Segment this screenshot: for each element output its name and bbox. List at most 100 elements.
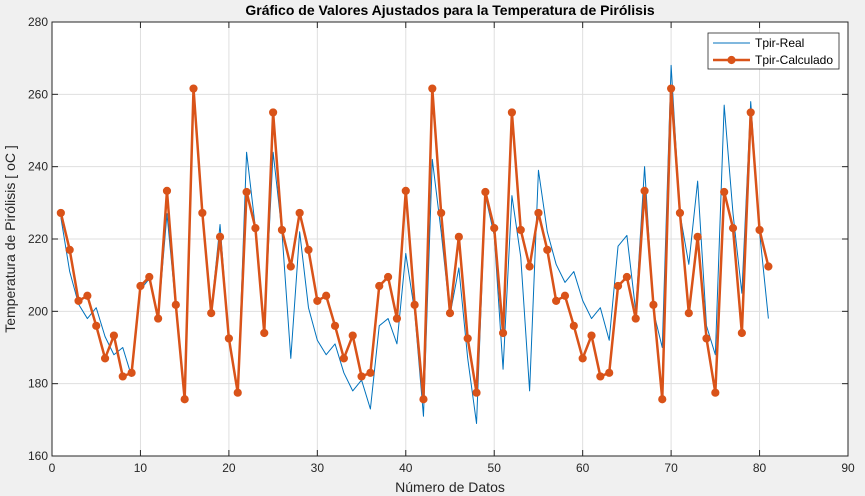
data-point-tpir-calculado [171, 300, 180, 309]
data-point-tpir-calculado [755, 225, 764, 235]
data-point-tpir-calculado [737, 328, 746, 338]
data-point-tpir-calculado [401, 186, 410, 195]
data-point-tpir-calculado [720, 187, 729, 197]
x-tick-label: 60 [576, 461, 590, 475]
data-point-tpir-calculado [100, 354, 110, 363]
data-point-tpir-calculado [109, 331, 119, 340]
data-point-tpir-calculado [295, 208, 304, 218]
data-point-tpir-calculado [357, 372, 366, 381]
series-layer [56, 64, 773, 424]
data-point-tpir-calculado [702, 334, 711, 343]
data-point-tpir-calculado [162, 186, 172, 195]
data-point-tpir-calculado [490, 224, 499, 233]
y-axis-label: Temperatura de Pirólisis [ oC ] [2, 145, 18, 333]
data-point-tpir-calculado [605, 368, 614, 377]
data-point-tpir-calculado [56, 208, 65, 218]
data-point-tpir-calculado [498, 328, 508, 338]
data-point-tpir-calculado [728, 224, 738, 233]
data-point-tpir-calculado [454, 232, 463, 241]
data-point-tpir-calculado [83, 291, 92, 300]
data-point-tpir-calculado [428, 84, 437, 93]
x-tick-label: 40 [399, 461, 413, 475]
data-point-tpir-calculado [569, 321, 578, 330]
chart-title: Gráfico de Valores Ajustados para la Tem… [245, 2, 654, 18]
x-tick-label: 10 [134, 461, 148, 475]
data-point-tpir-calculado [136, 281, 145, 291]
x-tick-label: 80 [753, 461, 767, 475]
data-point-tpir-calculado [339, 354, 348, 363]
x-tick-label: 90 [841, 461, 855, 475]
data-point-tpir-calculado [419, 395, 428, 404]
data-point-tpir-calculado [145, 272, 154, 282]
x-tick-label: 0 [49, 461, 56, 475]
data-point-tpir-calculado [481, 187, 490, 197]
data-point-tpir-calculado [463, 334, 472, 343]
data-point-tpir-calculado [74, 296, 83, 305]
data-point-tpir-calculado [198, 208, 207, 218]
data-point-tpir-calculado [189, 84, 198, 93]
data-point-tpir-calculado [693, 232, 702, 241]
data-point-tpir-calculado [578, 354, 587, 363]
data-point-tpir-calculado [560, 291, 570, 300]
data-point-tpir-calculado [322, 291, 331, 300]
x-tick-label: 50 [488, 461, 502, 475]
data-point-tpir-calculado [375, 281, 384, 291]
legend-label-tpir-calculado: Tpir-Calculado [755, 53, 833, 67]
data-point-tpir-calculado [764, 262, 773, 271]
ticks [51, 21, 849, 457]
data-point-tpir-calculado [658, 395, 667, 404]
data-point-tpir-calculado [242, 187, 251, 197]
data-point-tpir-calculado [92, 321, 101, 330]
data-point-tpir-calculado [552, 296, 561, 305]
data-point-tpir-calculado [631, 314, 640, 323]
data-point-tpir-calculado [260, 328, 269, 338]
data-point-tpir-calculado [667, 84, 676, 93]
x-tick-label: 30 [311, 461, 325, 475]
data-point-tpir-calculado [525, 262, 534, 271]
data-point-tpir-calculado [348, 331, 357, 340]
data-point-tpir-calculado [277, 225, 287, 235]
data-point-tpir-calculado [127, 368, 136, 377]
data-point-tpir-calculado [684, 309, 693, 318]
data-point-tpir-calculado [472, 388, 481, 397]
y-tick-label: 260 [28, 87, 48, 101]
data-point-tpir-calculado [516, 225, 525, 235]
legend-label-tpir-real: Tpir-Real [755, 36, 804, 50]
x-tick-label: 70 [664, 461, 678, 475]
data-point-tpir-calculado [233, 388, 242, 397]
data-point-tpir-calculado [410, 300, 419, 309]
data-point-tpir-calculado [224, 334, 233, 343]
data-point-tpir-calculado [445, 309, 455, 318]
data-point-tpir-calculado [640, 186, 649, 195]
data-point-tpir-calculado [207, 309, 216, 318]
legend: Tpir-Real Tpir-Calculado [707, 32, 840, 70]
data-point-tpir-calculado [392, 314, 402, 323]
data-point-tpir-calculado [746, 108, 755, 117]
data-point-tpir-calculado [215, 232, 225, 241]
data-point-tpir-calculado [613, 281, 623, 291]
data-point-tpir-calculado [437, 208, 446, 218]
y-tick-label: 160 [28, 449, 48, 463]
tick-labels: 0 10 20 30 40 50 60 70 80 90 160 180 200 220 240 260 280 [28, 15, 855, 475]
data-point-tpir-calculado [330, 321, 340, 330]
data-point-tpir-calculado [304, 245, 313, 254]
data-point-tpir-calculado [286, 262, 295, 271]
data-point-tpir-calculado [587, 331, 596, 340]
x-tick-label: 20 [222, 461, 236, 475]
data-point-tpir-calculado [711, 388, 720, 397]
data-point-tpir-calculado [154, 314, 163, 323]
data-point-tpir-calculado [180, 395, 189, 404]
data-point-tpir-calculado [313, 296, 322, 305]
y-tick-label: 280 [28, 15, 48, 29]
y-tick-label: 240 [28, 160, 48, 174]
data-point-tpir-calculado [649, 300, 658, 309]
data-point-tpir-calculado [366, 368, 375, 377]
data-point-tpir-calculado [675, 208, 685, 218]
data-point-tpir-calculado [118, 372, 127, 381]
data-point-tpir-calculado [251, 224, 260, 233]
data-point-tpir-calculado [534, 208, 543, 218]
data-point-tpir-calculado [543, 245, 552, 254]
data-point-tpir-calculado [596, 372, 605, 381]
y-tick-label: 220 [28, 232, 48, 246]
